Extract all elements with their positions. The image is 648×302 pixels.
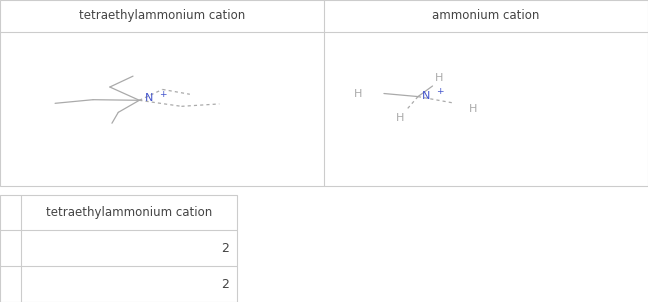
Text: +: + — [436, 86, 444, 95]
Text: N: N — [145, 93, 153, 104]
Text: H: H — [435, 73, 443, 83]
Text: N: N — [422, 91, 430, 101]
Text: tetraethylammonium cation: tetraethylammonium cation — [79, 9, 245, 22]
Text: H: H — [354, 88, 362, 98]
Text: H: H — [397, 113, 404, 123]
Text: ammonium cation: ammonium cation — [432, 9, 540, 22]
Text: tetraethylammonium cation: tetraethylammonium cation — [46, 206, 212, 219]
Text: 2: 2 — [222, 278, 229, 291]
Text: +: + — [159, 90, 167, 99]
Text: H: H — [469, 104, 477, 114]
Text: 2: 2 — [222, 242, 229, 255]
